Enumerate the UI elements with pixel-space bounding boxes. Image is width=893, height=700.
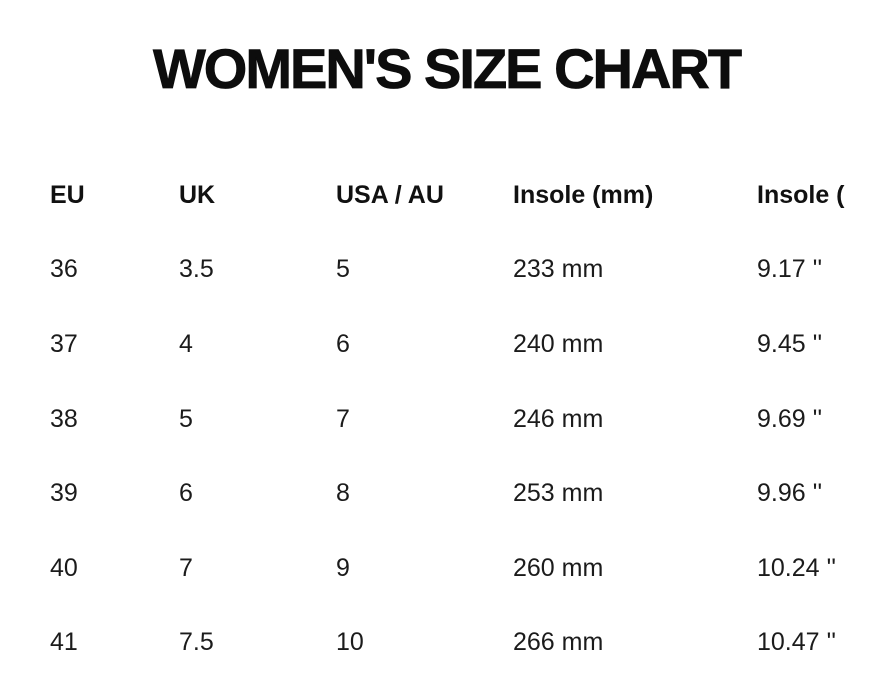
table-cell-usa-au: 7 xyxy=(336,404,350,433)
table-row: 38 5 7 246 mm 9.69 '' xyxy=(50,382,893,457)
table-cell-usa-au: 5 xyxy=(336,255,350,284)
table-cell-usa-au: 6 xyxy=(336,329,350,358)
table-cell-eu: 40 xyxy=(50,553,78,582)
table-cell-eu: 41 xyxy=(50,628,78,657)
table-cell-uk: 5 xyxy=(179,404,193,433)
column-header-insole-mm: Insole (mm) xyxy=(513,180,654,209)
table-cell-insole-inch: 9.17 '' xyxy=(757,255,823,284)
size-chart-page: WOMEN'S SIZE CHART EU UK USA / AU Insole… xyxy=(0,37,893,700)
size-table: EU UK USA / AU Insole (mm) Insole ( 36 3… xyxy=(50,158,893,680)
table-cell-insole-inch: 10.47 '' xyxy=(757,628,837,657)
column-header-insole-inch: Insole ( xyxy=(757,180,845,209)
table-cell-uk: 3.5 xyxy=(179,255,214,284)
table-cell-usa-au: 8 xyxy=(336,479,350,508)
table-cell-insole-inch: 9.69 '' xyxy=(757,404,823,433)
column-header-eu: EU xyxy=(50,180,85,209)
table-cell-insole-inch: 10.24 '' xyxy=(757,553,837,582)
table-cell-insole-inch: 9.96 '' xyxy=(757,479,823,508)
table-cell-insole-mm: 246 mm xyxy=(513,404,604,433)
table-cell-insole-mm: 260 mm xyxy=(513,553,604,582)
table-cell-eu: 37 xyxy=(50,329,78,358)
table-cell-insole-mm: 266 mm xyxy=(513,628,604,657)
table-cell-eu: 39 xyxy=(50,479,78,508)
column-header-uk: UK xyxy=(179,180,216,209)
table-cell-insole-mm: 233 mm xyxy=(513,255,604,284)
table-header-row: EU UK USA / AU Insole (mm) Insole ( xyxy=(50,158,893,233)
table-cell-usa-au: 10 xyxy=(336,628,364,657)
table-cell-uk: 4 xyxy=(179,329,193,358)
column-header-usa-au: USA / AU xyxy=(336,180,444,209)
table-row: 41 7.5 10 266 mm 10.47 '' xyxy=(50,606,893,681)
table-cell-eu: 38 xyxy=(50,404,78,433)
page-title: WOMEN'S SIZE CHART xyxy=(152,37,743,100)
table-cell-uk: 7 xyxy=(179,553,193,582)
table-cell-eu: 36 xyxy=(50,255,78,284)
table-cell-insole-mm: 240 mm xyxy=(513,329,604,358)
table-row: 40 7 9 260 mm 10.24 '' xyxy=(50,531,893,606)
table-cell-insole-mm: 253 mm xyxy=(513,479,604,508)
table-cell-uk: 7.5 xyxy=(179,628,214,657)
table-cell-usa-au: 9 xyxy=(336,553,350,582)
table-row: 36 3.5 5 233 mm 9.17 '' xyxy=(50,233,893,308)
table-cell-uk: 6 xyxy=(179,479,193,508)
table-cell-insole-inch: 9.45 '' xyxy=(757,329,823,358)
table-row: 37 4 6 240 mm 9.45 '' xyxy=(50,307,893,382)
table-row: 39 6 8 253 mm 9.96 '' xyxy=(50,456,893,531)
